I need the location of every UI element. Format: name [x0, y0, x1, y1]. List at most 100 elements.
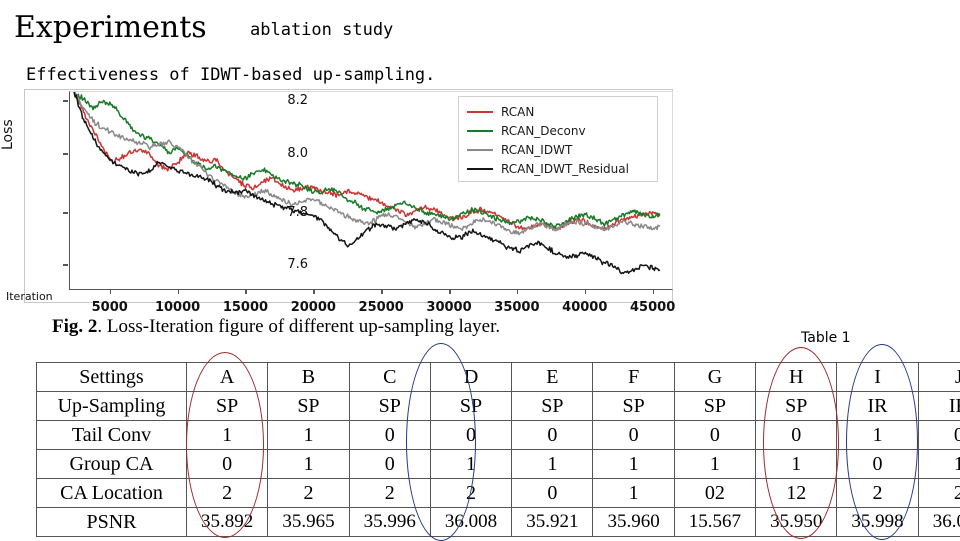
- ablation-table: SettingsABCDEFGHIJUp-SamplingSPSPSPSPSPS…: [36, 362, 960, 537]
- table-cell-h: 12: [756, 479, 837, 508]
- table-cell-h: 35.950: [756, 508, 837, 537]
- x-tick-mark: [585, 289, 587, 294]
- table-cell-a: 0: [187, 450, 268, 479]
- table-cell-i: I: [837, 363, 918, 392]
- x-tick-mark: [313, 289, 315, 294]
- table-cell-e: 0: [512, 421, 593, 450]
- table-cell-c: SP: [349, 392, 430, 421]
- x-tick-mark: [110, 289, 112, 294]
- x-tick-label: 25000: [359, 300, 404, 315]
- table-cell-f: 1: [593, 450, 674, 479]
- legend-item: RCAN_IDWT: [467, 140, 649, 159]
- y-tick-label: 7.6: [287, 257, 308, 272]
- table-cell-j: 2: [918, 479, 960, 508]
- table-cell-b: SP: [268, 392, 349, 421]
- table-row-header: Settings: [37, 363, 187, 392]
- table-cell-a: 35.892: [187, 508, 268, 537]
- table-cell-j: 36.019: [918, 508, 960, 537]
- table-row-header: Group CA: [37, 450, 187, 479]
- table-cell-f: 1: [593, 479, 674, 508]
- table-cell-i: 0: [837, 450, 918, 479]
- table-cell-g: 0: [674, 421, 755, 450]
- table-label: Table 1: [801, 330, 851, 346]
- legend-item: RCAN: [467, 102, 649, 121]
- x-tick-label: 40000: [562, 300, 607, 315]
- table-cell-g: 1: [674, 450, 755, 479]
- y-tick-label: 8.2: [287, 93, 308, 108]
- table-cell-b: 1: [268, 421, 349, 450]
- table-cell-c: C: [349, 363, 430, 392]
- x-tick-label: 10000: [155, 300, 200, 315]
- table-cell-c: 35.996: [349, 508, 430, 537]
- table-row: CA Location222201021222: [37, 479, 960, 508]
- legend-color-swatch: [467, 168, 493, 170]
- table-cell-a: A: [187, 363, 268, 392]
- y-axis-label: Loss: [0, 119, 16, 150]
- page-title: Experiments: [14, 10, 207, 45]
- table-cell-e: 0: [512, 479, 593, 508]
- y-tick-mark: [63, 264, 68, 266]
- x-tick-label: 5000: [92, 300, 128, 315]
- x-tick-label: 30000: [426, 300, 471, 315]
- table-row-header: Up-Sampling: [37, 392, 187, 421]
- table-cell-g: 15.567: [674, 508, 755, 537]
- table-cell-d: 0: [430, 421, 511, 450]
- table-cell-j: 1: [918, 450, 960, 479]
- x-tick-mark: [245, 289, 247, 294]
- table-cell-f: F: [593, 363, 674, 392]
- table-cell-j: 0: [918, 421, 960, 450]
- table-cell-a: 2: [187, 479, 268, 508]
- table-cell-e: E: [512, 363, 593, 392]
- x-tick-mark: [381, 289, 383, 294]
- legend-item: RCAN_Deconv: [467, 121, 649, 140]
- figure-caption: Fig. 2. Loss-Iteration figure of differe…: [52, 316, 500, 338]
- table-cell-i: 1: [837, 421, 918, 450]
- slide-subtitle: ablation study: [250, 20, 393, 40]
- x-tick-label: 45000: [630, 300, 675, 315]
- y-tick-mark: [63, 153, 68, 155]
- table-cell-d: 1: [430, 450, 511, 479]
- table-cell-i: IR: [837, 392, 918, 421]
- table-cell-b: B: [268, 363, 349, 392]
- table-cell-d: 2: [430, 479, 511, 508]
- x-tick-mark: [517, 289, 519, 294]
- x-tick-label: 35000: [494, 300, 539, 315]
- table-cell-b: 35.965: [268, 508, 349, 537]
- table-cell-b: 1: [268, 450, 349, 479]
- table-cell-i: 2: [837, 479, 918, 508]
- table-cell-a: 1: [187, 421, 268, 450]
- figure-caption-number: Fig. 2: [52, 316, 97, 337]
- section-heading: Effectiveness of IDWT-based up-sampling.: [26, 65, 435, 85]
- table-cell-j: J: [918, 363, 960, 392]
- table-cell-f: 0: [593, 421, 674, 450]
- table-cell-d: D: [430, 363, 511, 392]
- table-row-header: Tail Conv: [37, 421, 187, 450]
- table-cell-e: SP: [512, 392, 593, 421]
- table-cell-b: 2: [268, 479, 349, 508]
- table-cell-e: 35.921: [512, 508, 593, 537]
- table-cell-h: H: [756, 363, 837, 392]
- table-cell-c: 0: [349, 421, 430, 450]
- y-tick-label: 8.0: [287, 146, 308, 161]
- x-tick-label: 15000: [223, 300, 268, 315]
- table-cell-g: 02: [674, 479, 755, 508]
- table-row: Tail Conv1100000010: [37, 421, 960, 450]
- table-cell-g: SP: [674, 392, 755, 421]
- y-tick-mark: [63, 212, 68, 214]
- table-cell-h: SP: [756, 392, 837, 421]
- table-cell-h: 1: [756, 450, 837, 479]
- x-tick-label: 20000: [291, 300, 336, 315]
- table-row-header: PSNR: [37, 508, 187, 537]
- table-cell-a: SP: [187, 392, 268, 421]
- table-cell-c: 2: [349, 479, 430, 508]
- legend-color-swatch: [467, 149, 493, 151]
- table-cell-f: SP: [593, 392, 674, 421]
- table-row-header: CA Location: [37, 479, 187, 508]
- legend-label: RCAN_Deconv: [501, 124, 586, 138]
- y-tick-mark: [63, 100, 68, 102]
- y-tick-label: 7.8: [287, 205, 308, 220]
- table-cell-i: 35.998: [837, 508, 918, 537]
- table-row: Up-SamplingSPSPSPSPSPSPSPSPIRIR: [37, 392, 960, 421]
